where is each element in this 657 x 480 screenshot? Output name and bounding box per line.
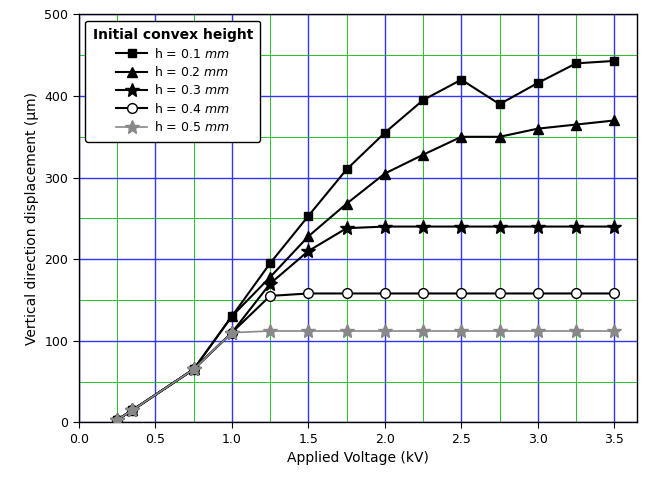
Legend: h = 0.1 $\mathit{mm}$, h = 0.2 $\mathit{mm}$, h = 0.3 $\mathit{mm}$, h = 0.4 $\m: h = 0.1 $\mathit{mm}$, h = 0.2 $\mathit{…: [85, 21, 260, 142]
Y-axis label: Vertical direction displacement (μm): Vertical direction displacement (μm): [25, 92, 39, 345]
X-axis label: Applied Voltage (kV): Applied Voltage (kV): [287, 451, 429, 466]
